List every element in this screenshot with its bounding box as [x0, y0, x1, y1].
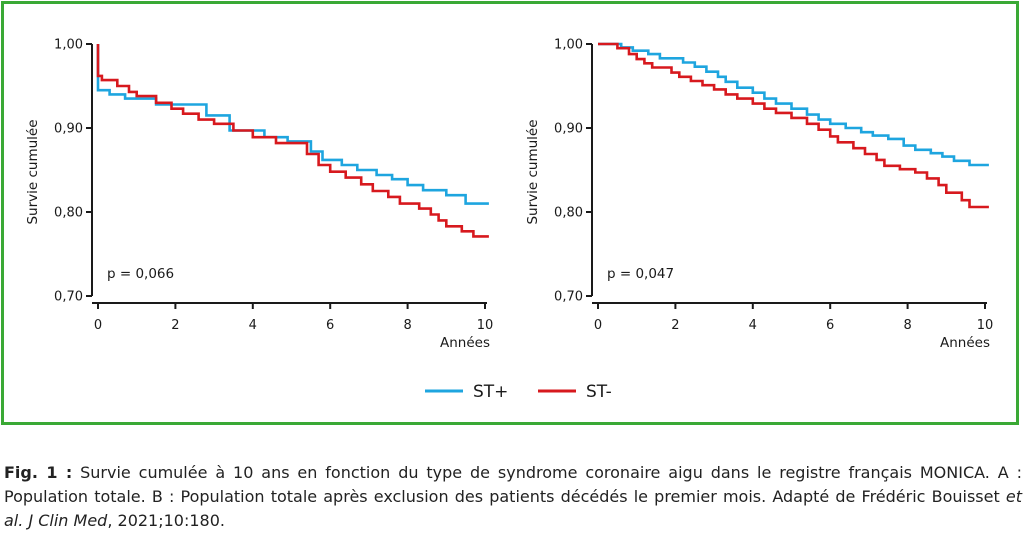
- caption-tail: , 2021;10:180.: [107, 511, 225, 530]
- y-tick-label: 0,70: [554, 290, 583, 305]
- caption-italic-journal: J Clin Med: [28, 511, 108, 530]
- x-tick-label: 10: [977, 318, 994, 333]
- y-tick-label: 1,00: [554, 38, 583, 53]
- series-line-st-plus: [598, 42, 989, 167]
- y-axis-label: Survie cumulée: [25, 119, 41, 224]
- x-tick-label: 8: [903, 318, 911, 333]
- caption-lead: Fig. 1 :: [4, 463, 73, 482]
- x-tick-label: 6: [826, 318, 834, 333]
- x-tick-label: 10: [477, 318, 494, 333]
- y-tick-label: 1,00: [54, 38, 83, 53]
- panel-a: 0,70 0,80 0,90 1,00 0 2 4 6 8 10 Survie cumulée Ann…: [25, 38, 493, 352]
- legend-label-st-minus: ST-: [586, 382, 612, 402]
- x-tick-label: 6: [326, 318, 334, 333]
- x-tick-label: 2: [671, 318, 679, 333]
- figure-frame: [1, 1, 1019, 425]
- y-tick-label: 0,90: [554, 122, 583, 137]
- series-line-st-minus: [598, 42, 989, 209]
- y-tick-label: 0,80: [54, 206, 83, 221]
- x-axis-label: Années: [440, 335, 490, 351]
- series-line-st-minus: [96, 44, 489, 238]
- caption-italic-etal: et al.: [4, 487, 1022, 530]
- legend: ST+ ST-: [425, 382, 612, 402]
- panel-b: 0,70 0,80 0,90 1,00 0 2 4 6 8 10 Survie cumulée Ann…: [525, 38, 993, 352]
- y-tick-label: 0,80: [554, 206, 583, 221]
- p-value-annotation: p = 0,047: [607, 266, 674, 282]
- x-axis-label: Années: [940, 335, 990, 351]
- series-line-st-plus: [96, 44, 489, 205]
- y-axis-label: Survie cumulée: [525, 119, 541, 224]
- x-tick-label: 8: [403, 318, 411, 333]
- x-tick-label: 0: [594, 318, 602, 333]
- x-tick-label: 2: [171, 318, 179, 333]
- caption-text: Survie cumulée à 10 ans en fonction du t…: [4, 463, 1022, 506]
- p-value-annotation: p = 0,066: [107, 266, 174, 282]
- figure-caption: Fig. 1 : Survie cumulée à 10 ans en fonc…: [4, 461, 1022, 533]
- survival-figure: 0,70 0,80 0,90 1,00 0 2 4 6 8 10 Survie cumulée Ann…: [25, 38, 993, 403]
- y-tick-label: 0,70: [54, 290, 83, 305]
- x-tick-label: 4: [249, 318, 257, 333]
- legend-label-st-plus: ST+: [473, 382, 508, 402]
- x-tick-label: 0: [94, 318, 102, 333]
- y-tick-label: 0,90: [54, 122, 83, 137]
- x-tick-label: 4: [749, 318, 757, 333]
